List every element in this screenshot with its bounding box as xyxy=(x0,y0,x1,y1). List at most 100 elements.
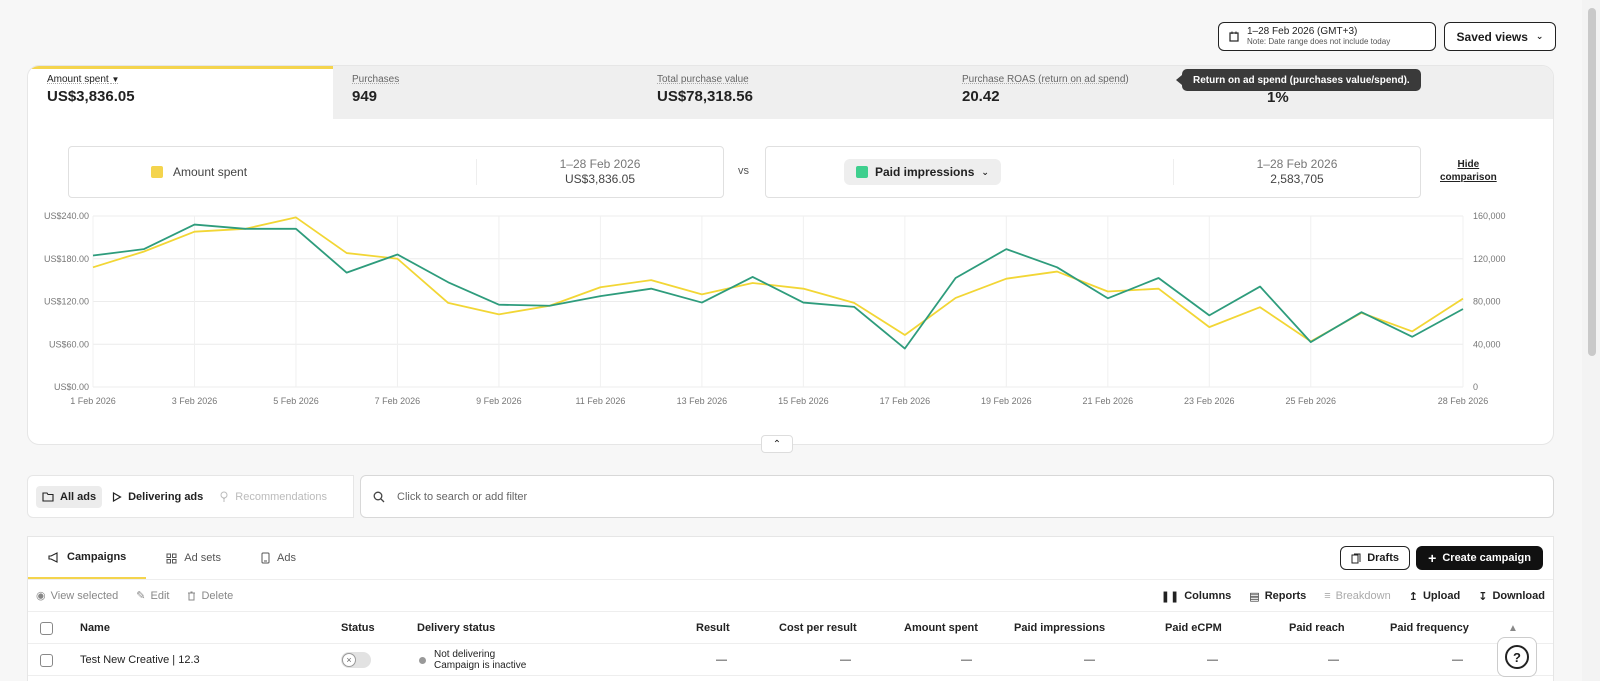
date-range-note: Note: Date range does not include today xyxy=(1247,36,1391,46)
action-label: Delete xyxy=(201,589,234,602)
folder-icon xyxy=(42,491,54,502)
breakdown-button[interactable]: ≡ Breakdown xyxy=(1324,590,1390,602)
legend-range: 1–28 Feb 2026 xyxy=(1256,157,1338,171)
tab-label: Ad sets xyxy=(184,552,221,564)
col-paid-frequency[interactable]: Paid frequency xyxy=(1390,622,1469,634)
tab-label: Campaigns xyxy=(67,551,127,563)
delivery-status: Not delivering Campaign is inactive xyxy=(419,644,526,676)
row-checkbox[interactable] xyxy=(40,644,53,676)
download-button[interactable]: ↧ Download xyxy=(1478,590,1545,603)
x-tick-label: 17 Feb 2026 xyxy=(880,396,931,406)
view-selected-button[interactable]: ◉ View selected xyxy=(36,589,118,603)
col-amount-spent[interactable]: Amount spent xyxy=(904,622,978,634)
drafts-button[interactable]: Drafts xyxy=(1340,546,1410,570)
select-all-checkbox[interactable] xyxy=(40,612,53,644)
checkbox[interactable] xyxy=(40,653,53,667)
filter-tab-recommendations[interactable]: Recommendations xyxy=(213,486,333,508)
y-right-tick-label: 40,000 xyxy=(1473,339,1501,349)
columns-button[interactable]: ❚❚ Columns xyxy=(1161,590,1232,603)
table-header: Name Status Delivery status Result Cost … xyxy=(28,612,1553,644)
series-line-amount-spent xyxy=(92,216,1464,343)
play-icon xyxy=(112,491,122,502)
delete-button[interactable]: Delete xyxy=(187,590,233,602)
filter-tab-delivering-ads[interactable]: Delivering ads xyxy=(106,486,209,508)
saved-views-button[interactable]: Saved views ⌄ xyxy=(1444,22,1556,51)
col-paid-reach[interactable]: Paid reach xyxy=(1289,622,1345,634)
delivery-status-subtext: Campaign is inactive xyxy=(434,660,527,671)
cell-cost-per-result: — xyxy=(840,654,851,666)
collapse-chart-button[interactable]: ⌃ xyxy=(761,435,793,453)
legend-value: 1–28 Feb 2026 US$3,836.05 xyxy=(477,157,723,187)
reports-button[interactable]: ▤ Reports xyxy=(1249,590,1306,603)
x-tick-label: 15 Feb 2026 xyxy=(778,396,829,406)
x-tick-label: 23 Feb 2026 xyxy=(1184,396,1235,406)
cell-paid-reach: — xyxy=(1328,654,1339,666)
scrollbar-thumb[interactable] xyxy=(1588,8,1596,356)
cell-paid-ecpm: — xyxy=(1207,654,1218,666)
x-tick-label: 21 Feb 2026 xyxy=(1083,396,1134,406)
search-input[interactable]: Click to search or add filter xyxy=(360,475,1554,518)
top-toolbar: 1–28 Feb 2026 (GMT+3) Note: Date range d… xyxy=(1218,22,1556,51)
col-paid-impressions[interactable]: Paid impressions xyxy=(1014,622,1106,634)
metric-tab-purchases[interactable]: Purchases 949 xyxy=(333,66,638,119)
legend-total: 2,583,705 xyxy=(1270,172,1324,186)
date-range-picker[interactable]: 1–28 Feb 2026 (GMT+3) Note: Date range d… xyxy=(1218,22,1436,51)
metric-label: Amount spent ▼ xyxy=(47,74,120,85)
edit-button[interactable]: ✎ Edit xyxy=(136,589,169,603)
page-scrollbar[interactable] xyxy=(1582,0,1600,681)
x-tick-label: 3 Feb 2026 xyxy=(172,396,218,406)
checkbox[interactable] xyxy=(40,621,53,635)
legend-range: 1–28 Feb 2026 xyxy=(559,157,641,171)
x-tick-label: 1 Feb 2026 xyxy=(70,396,116,406)
performance-chart-card: Amount spent ▼ US$3,836.05 Purchases 949… xyxy=(27,65,1554,445)
filter-row: All ads Delivering ads Recommendations C… xyxy=(27,475,1554,518)
col-cost-per-result[interactable]: Cost per result xyxy=(779,622,857,634)
action-label: Reports xyxy=(1264,590,1307,602)
help-button[interactable]: ? xyxy=(1497,637,1537,677)
y-right-tick-label: 160,000 xyxy=(1473,211,1506,221)
tab-ad-sets[interactable]: Ad sets xyxy=(146,537,241,579)
compare-metric-dropdown[interactable]: Paid impressions ⌄ xyxy=(844,159,1001,185)
action-label: Columns xyxy=(1184,590,1232,602)
col-status[interactable]: Status xyxy=(341,622,375,634)
scroll-up-icon[interactable]: ▲ xyxy=(1508,622,1518,634)
col-name[interactable]: Name xyxy=(80,622,110,634)
metric-tab-total-purchase-value[interactable]: Total purchase value US$78,318.56 xyxy=(638,66,943,119)
campaign-name[interactable]: Test New Creative | 12.3 xyxy=(80,654,200,666)
vs-label: vs xyxy=(738,165,749,177)
metric-tab-purchase-roas[interactable]: Purchase ROAS (return on ad spend) 20.42 xyxy=(943,66,1248,119)
tab-ads[interactable]: Ads xyxy=(241,537,316,579)
search-icon xyxy=(373,491,385,502)
metric-value: US$3,836.05 xyxy=(47,88,135,105)
tab-campaigns[interactable]: Campaigns xyxy=(28,537,147,579)
lightbulb-icon xyxy=(220,491,228,502)
create-campaign-button[interactable]: + Create campaign xyxy=(1416,546,1543,570)
y-left-tick-label: US$240.00 xyxy=(44,211,89,221)
col-delivery-status[interactable]: Delivery status xyxy=(417,622,496,634)
series-line-paid-impressions xyxy=(92,223,1464,350)
action-label: Upload xyxy=(1422,590,1461,602)
legend-swatch-green xyxy=(856,166,868,178)
trash-icon xyxy=(188,591,196,600)
legend-swatch-yellow xyxy=(151,166,163,178)
cell-paid-frequency: — xyxy=(1452,654,1463,666)
x-tick-label: 13 Feb 2026 xyxy=(677,396,728,406)
filter-tab-label: Delivering ads xyxy=(128,490,204,503)
metric-tab-5[interactable]: 1% xyxy=(1248,66,1553,119)
delivery-status-text: Not delivering xyxy=(434,649,496,660)
saved-views-label: Saved views xyxy=(1456,29,1528,44)
ad-icon xyxy=(261,552,270,564)
hide-comparison-line1: Hide xyxy=(1457,159,1480,170)
filter-tab-all-ads[interactable]: All ads xyxy=(36,485,103,508)
tab-label: Ads xyxy=(276,552,296,564)
metric-value: 949 xyxy=(352,88,378,105)
col-paid-ecpm[interactable]: Paid eCPM xyxy=(1165,622,1222,634)
status-toggle[interactable]: × xyxy=(341,644,371,676)
y-right-tick-label: 120,000 xyxy=(1473,254,1506,264)
metric-tab-amount-spent[interactable]: Amount spent ▼ US$3,836.05 xyxy=(28,66,333,119)
col-result[interactable]: Result xyxy=(696,622,730,634)
hide-comparison-link[interactable]: Hide comparison xyxy=(1440,158,1497,184)
search-placeholder: Click to search or add filter xyxy=(397,490,528,503)
caret-down-icon: ▼ xyxy=(111,75,120,84)
upload-button[interactable]: ↥ Upload xyxy=(1409,590,1461,603)
